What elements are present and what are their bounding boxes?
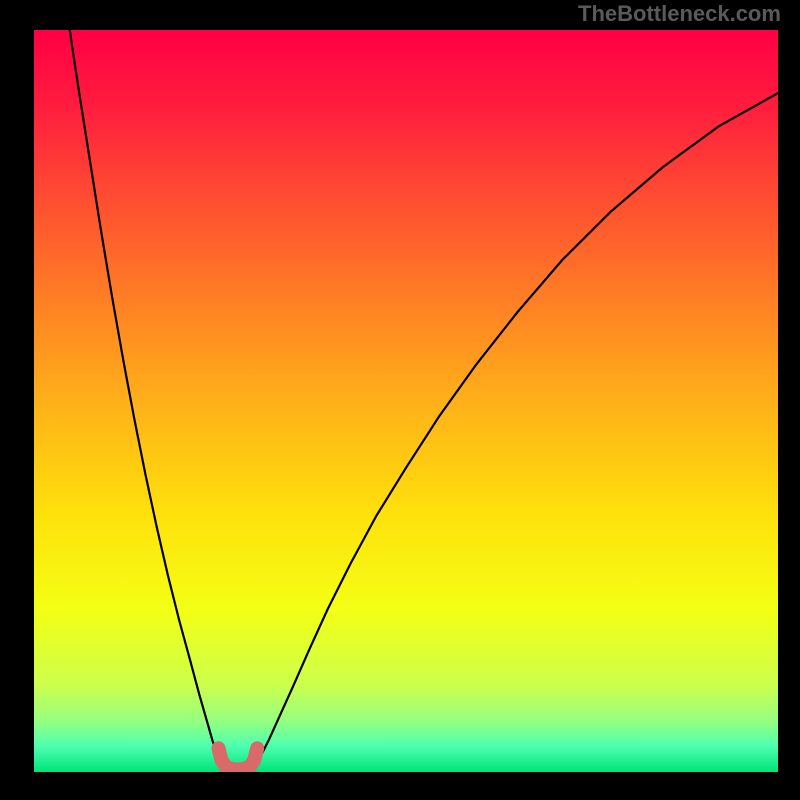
chart-background (34, 30, 778, 772)
watermark-text: TheBottleneck.com (578, 1, 781, 27)
chart-svg (34, 30, 778, 772)
